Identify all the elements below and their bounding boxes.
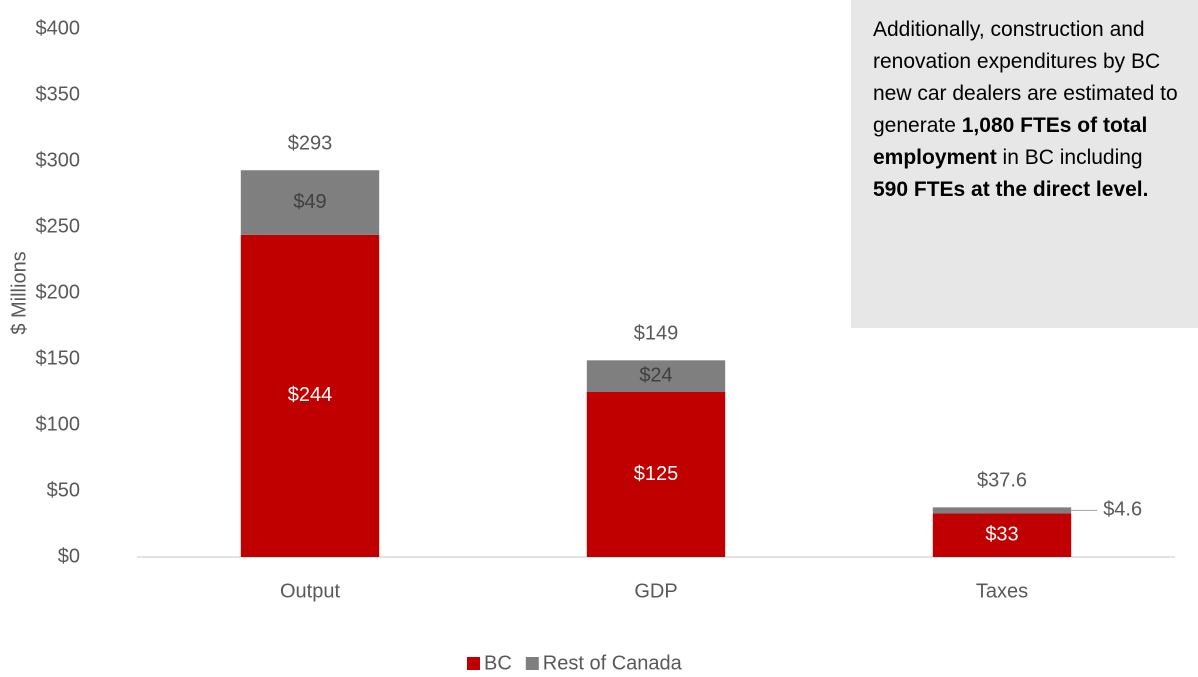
value-label: $125 — [634, 463, 679, 485]
bar-segment — [586, 360, 726, 392]
x-tick-label: GDP — [634, 580, 677, 602]
value-label: $49 — [293, 191, 326, 213]
bar-segment — [932, 513, 1072, 557]
total-label: $149 — [634, 323, 679, 345]
annotation-text: in BC including — [996, 146, 1143, 169]
legend-swatch — [525, 657, 539, 670]
y-tick-label: $100 — [36, 413, 81, 435]
legend-swatch — [467, 657, 480, 670]
annotation-text: 1,080 FTEs of total employment — [873, 114, 1148, 169]
value-label: $24 — [639, 364, 672, 386]
bar-segment — [240, 170, 380, 235]
y-tick-label: $350 — [36, 83, 81, 105]
y-axis-label: $ Millions — [8, 251, 30, 334]
value-label: $4.6 — [1103, 499, 1142, 521]
y-tick-label: $150 — [36, 347, 81, 369]
y-tick-label: $300 — [36, 149, 81, 171]
y-tick-label: $0 — [58, 545, 80, 567]
bar-segment — [586, 392, 726, 557]
annotation-text: Additionally, construction and renovatio… — [873, 18, 1178, 137]
y-tick-label: $200 — [36, 281, 81, 303]
value-label: $33 — [985, 524, 1018, 546]
bar-segment — [932, 507, 1072, 514]
total-label: $293 — [288, 133, 333, 155]
annotation-box: Additionally, construction and renovatio… — [851, 0, 1198, 328]
y-tick-label: $50 — [47, 479, 80, 501]
y-tick-label: $400 — [36, 17, 81, 39]
x-tick-label: Taxes — [976, 580, 1028, 602]
bar-segment — [240, 234, 380, 558]
value-label: $244 — [288, 384, 333, 406]
x-tick-label: Output — [280, 580, 340, 602]
total-label: $37.6 — [977, 470, 1027, 492]
legend-label: BC — [484, 652, 512, 674]
legend-label: Rest of Canada — [543, 652, 683, 674]
annotation-text: 590 FTEs at the direct level. — [873, 178, 1149, 201]
y-tick-label: $250 — [36, 215, 81, 237]
